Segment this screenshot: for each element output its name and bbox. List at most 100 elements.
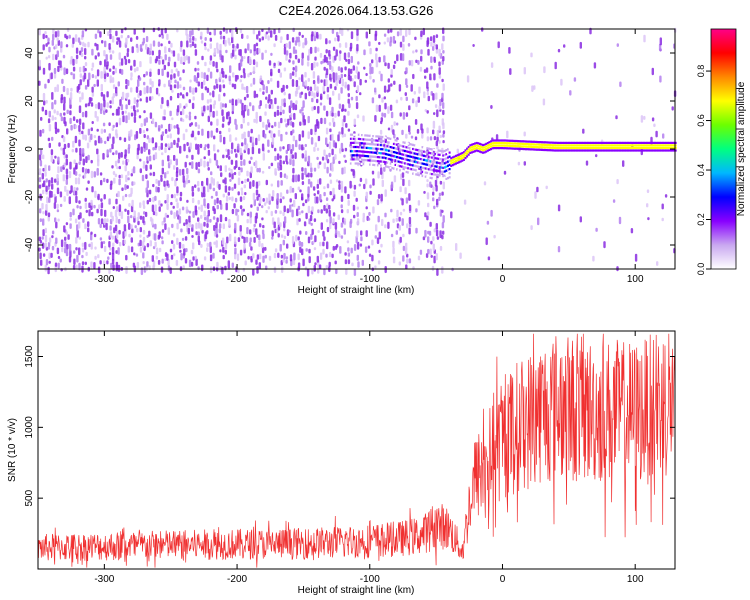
spectrogram-cell — [154, 223, 157, 230]
spectrogram-cell — [271, 104, 274, 110]
spectrogram-cell — [133, 252, 136, 256]
spectrogram-cell — [161, 131, 165, 137]
spectrogram-ridge-cell — [606, 146, 609, 150]
spectrogram-ridge-cell — [644, 144, 647, 147]
spectrogram-cell — [384, 102, 387, 110]
spectrogram-ridge-cell — [357, 146, 360, 149]
spectrogram-ridge-cell — [443, 162, 446, 165]
spectrogram-ridge-cell — [466, 150, 469, 153]
spectrogram-ridge-cell — [518, 145, 521, 148]
spectrogram-cell — [423, 69, 427, 74]
spectrogram-cell — [392, 35, 396, 44]
spectrogram-cell — [216, 197, 219, 204]
spectrogram-cell — [182, 133, 186, 141]
spectrogram-cell — [79, 79, 82, 86]
spectrogram-cell — [126, 159, 130, 163]
spectrogram-ridge-cell — [394, 167, 397, 171]
spectrogram-cell — [100, 103, 103, 111]
spectrogram-cell — [241, 102, 244, 111]
spectrogram-cell — [432, 129, 435, 135]
spectrogram-cell — [161, 59, 165, 65]
spectrogram-cell — [341, 134, 344, 138]
spectrogram-cell — [328, 40, 331, 44]
spectrogram-cell — [235, 99, 238, 106]
spectrogram-cell — [239, 225, 242, 232]
spectrogram-cell — [131, 181, 134, 186]
spectrogram-ridge-cell — [662, 149, 664, 152]
spectrogram-ridge-cell — [544, 143, 547, 146]
spectrogram-cell — [294, 65, 298, 72]
spectrogram-ridge-cell — [490, 148, 492, 151]
spectrogram-cell — [243, 159, 246, 166]
spectrogram-cell — [75, 264, 78, 269]
spectrogram-cell — [81, 130, 84, 135]
spectrogram-cell — [253, 223, 256, 228]
spectrogram-ridge-cell — [620, 144, 623, 147]
spectrogram-cell — [60, 46, 63, 53]
spectrogram-cell — [442, 133, 445, 138]
spectrogram-ridge-cell — [407, 154, 410, 158]
spectrogram-cell — [289, 52, 292, 59]
spectrogram-cell — [224, 165, 227, 173]
spectrogram-cell — [239, 205, 243, 210]
spectrogram-cell — [133, 181, 136, 186]
spectrogram-cell — [160, 142, 163, 150]
spectrogram-ridge-cell — [381, 135, 384, 139]
spectrogram-ridge-cell — [631, 141, 634, 144]
spectrogram-cell — [206, 74, 209, 82]
spectrogram-cell — [188, 111, 192, 116]
spectrogram-cell — [308, 91, 311, 97]
spectrogram-cell — [45, 203, 48, 211]
spectrogram-cell — [75, 162, 78, 170]
spectrogram-cell — [188, 210, 192, 214]
spectrogram-cell — [396, 209, 399, 218]
spectrogram-ridge-cell — [671, 144, 674, 147]
spectrogram-ridge-cell — [654, 149, 656, 152]
spectrogram-cell — [145, 174, 148, 180]
spectrogram-ridge-cell — [501, 144, 504, 147]
spectrogram-cell — [42, 167, 45, 172]
spectrogram-cell — [343, 154, 346, 158]
colorbar-tick-label: 0.6 — [696, 114, 706, 127]
spectrogram-ridge-cell — [504, 147, 507, 150]
spectrogram-cell — [273, 221, 276, 229]
spectrogram-cell — [194, 122, 198, 127]
spectrogram-cell — [399, 211, 403, 216]
spectrogram-cell — [317, 105, 320, 114]
spectrogram-ridge-cell — [370, 147, 373, 150]
spectrogram-cell — [114, 160, 118, 167]
spectrogram-ridge-cell — [392, 159, 395, 162]
spectrogram-cell — [267, 35, 270, 41]
spectrogram-cell — [325, 253, 328, 258]
spectrogram-cell — [216, 165, 220, 169]
spectrogram-ridge-cell — [412, 152, 414, 155]
spectrogram-cell — [282, 84, 285, 92]
spectrogram-ridge-cell — [572, 141, 575, 144]
spectrogram-cell — [310, 181, 313, 188]
spectrogram-cell — [357, 71, 360, 80]
spectrogram-cell — [96, 167, 99, 176]
spectrogram-cell — [44, 31, 47, 35]
spectrogram-ridge-cell — [612, 146, 615, 150]
spectrogram-ridge-cell — [595, 141, 598, 144]
spectrogram-ridge-cell — [440, 174, 443, 177]
spectrogram-ridge-cell — [361, 154, 363, 157]
spectrogram-cell — [39, 208, 42, 214]
spectrogram-cell — [103, 194, 106, 200]
spectrogram-ridge-cell — [504, 144, 507, 147]
spectrogram-cell — [247, 43, 250, 51]
spectrogram-cell — [359, 243, 363, 247]
spectrogram-ridge-cell — [388, 153, 391, 156]
spectrogram-ridge-cell — [649, 149, 652, 152]
spectrogram-cell — [292, 167, 295, 174]
spectrogram-ridge-cell — [615, 149, 618, 152]
spectrogram-cell — [569, 90, 572, 96]
spectrogram-ridge-cell — [364, 159, 367, 162]
spectrogram-ridge-cell — [509, 144, 512, 147]
spectrogram-cell — [67, 234, 70, 240]
spectrogram-ridge-cell — [572, 144, 575, 147]
spectrogram-cell — [249, 136, 253, 143]
spectrogram-cell — [152, 196, 155, 203]
spectrogram-ridge-cell — [435, 157, 438, 160]
spectrogram-cell — [222, 84, 226, 89]
